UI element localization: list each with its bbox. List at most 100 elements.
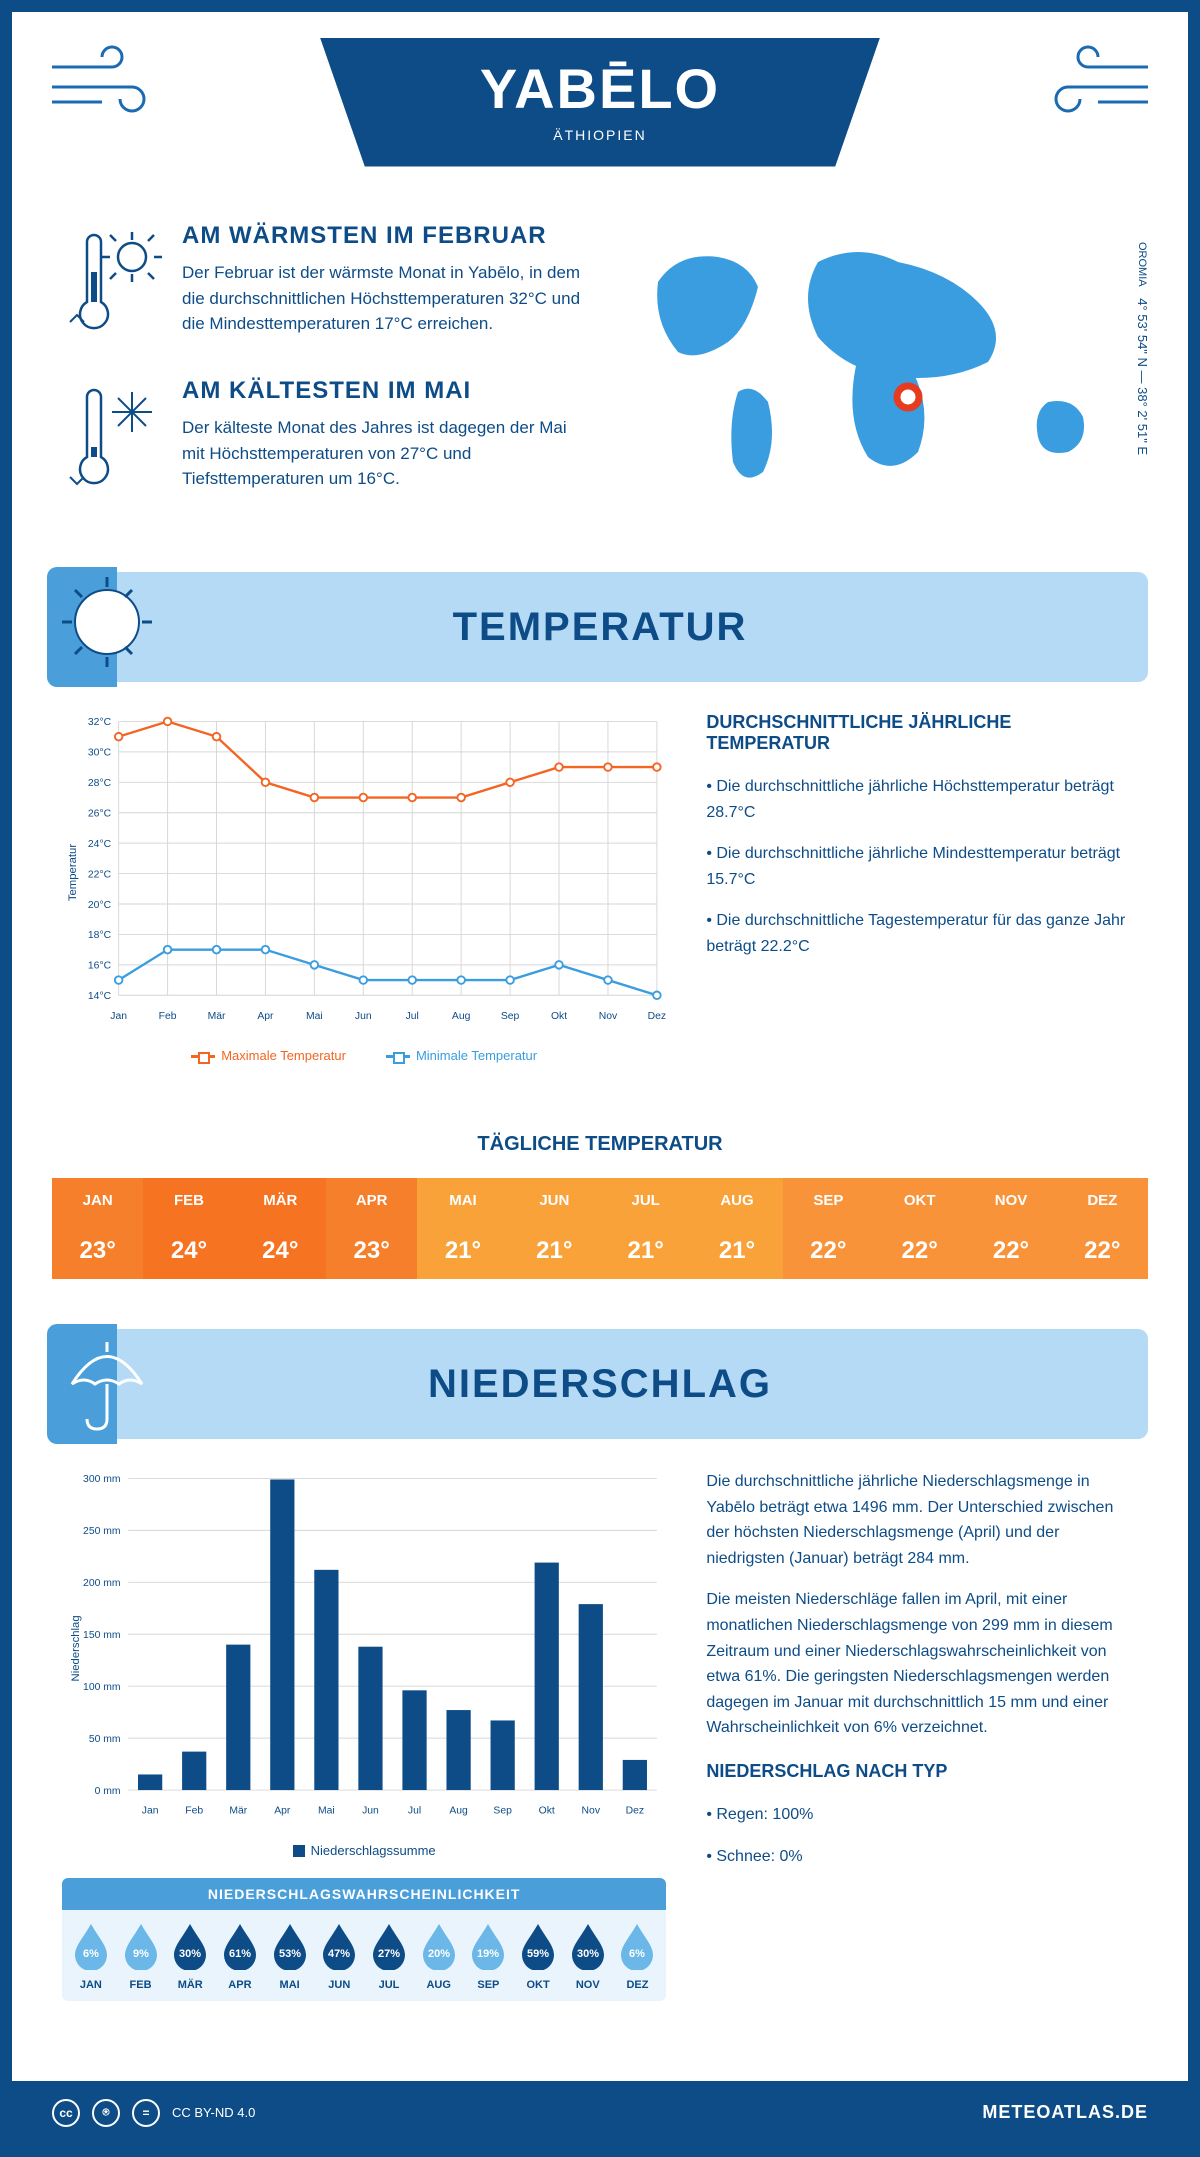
latitude: 4° 53' 54" N: [1135, 298, 1150, 367]
coordinates: OROMIA 4° 53' 54" N — 38° 2' 51" E: [1135, 242, 1150, 455]
precip-drop: 6% JAN: [66, 1920, 116, 1991]
month-header: JUL: [600, 1178, 691, 1223]
svg-text:53%: 53%: [279, 1948, 301, 1960]
svg-text:250 mm: 250 mm: [83, 1526, 120, 1537]
precip-snow: • Schnee: 0%: [706, 1844, 1138, 1870]
svg-text:19%: 19%: [477, 1948, 499, 1960]
month-header: SEP: [783, 1178, 874, 1223]
page-footer: cc ⍟ = CC BY-ND 4.0 METEOATLAS.DE: [12, 2081, 1188, 2145]
daily-temp-table: JANFEBMÄRAPRMAIJUNJULAUGSEPOKTNOVDEZ23°2…: [52, 1176, 1148, 1279]
thermometer-sun-icon: [62, 222, 162, 347]
precip-drop: 6% DEZ: [613, 1920, 663, 1991]
svg-text:Jul: Jul: [406, 1011, 419, 1022]
precipitation-summary: Die durchschnittliche jährliche Niedersc…: [706, 1469, 1138, 2001]
temperature-line-chart: 14°C16°C18°C20°C22°C24°C26°C28°C30°C32°C…: [62, 712, 666, 1033]
svg-text:9%: 9%: [133, 1948, 149, 1960]
precipitation-probability: NIEDERSCHLAGSWAHRSCHEINLICHKEIT 6% JAN 9…: [62, 1878, 666, 2001]
svg-text:16°C: 16°C: [88, 961, 112, 972]
warmest-text: Der Februar ist der wärmste Monat in Yab…: [182, 260, 582, 337]
svg-text:18°C: 18°C: [88, 930, 112, 941]
svg-text:Niederschlag: Niederschlag: [70, 1615, 82, 1681]
license-label: CC BY-ND 4.0: [172, 2105, 255, 2120]
month-value: 22°: [1057, 1223, 1148, 1279]
temperature-banner: TEMPERATUR: [52, 572, 1148, 682]
precip-type-heading: NIEDERSCHLAG NACH TYP: [706, 1761, 1138, 1782]
month-header: AUG: [691, 1178, 782, 1223]
svg-text:Aug: Aug: [449, 1806, 468, 1817]
svg-text:Sep: Sep: [501, 1011, 520, 1022]
svg-text:Feb: Feb: [159, 1011, 177, 1022]
precip-drop: 59% OKT: [513, 1920, 563, 1991]
svg-text:Jun: Jun: [355, 1011, 372, 1022]
sun-icon: [47, 567, 187, 687]
month-value: 22°: [874, 1223, 965, 1279]
by-icon: ⍟: [92, 2099, 120, 2127]
precipitation-bar-chart: 0 mm50 mm100 mm150 mm200 mm250 mm300 mmJ…: [62, 1469, 666, 1828]
precip-drop: 53% MAI: [265, 1920, 315, 1991]
temperature-summary: DURCHSCHNITTLICHE JÄHRLICHE TEMPERATUR •…: [706, 712, 1138, 1063]
precip-drop: 30% NOV: [563, 1920, 613, 1991]
month-header: JUN: [509, 1178, 600, 1223]
svg-text:Jan: Jan: [110, 1011, 127, 1022]
svg-text:200 mm: 200 mm: [83, 1578, 120, 1589]
svg-text:Mai: Mai: [318, 1806, 335, 1817]
svg-text:50 mm: 50 mm: [89, 1734, 121, 1745]
svg-text:Mär: Mär: [208, 1011, 226, 1022]
title-ribbon: YABĒLO ÄTHIOPIEN: [320, 38, 880, 167]
nd-icon: =: [132, 2099, 160, 2127]
precip-drop: 30% MÄR: [165, 1920, 215, 1991]
svg-text:6%: 6%: [630, 1948, 646, 1960]
svg-text:Okt: Okt: [551, 1011, 567, 1022]
svg-text:22°C: 22°C: [88, 869, 112, 880]
brand-label: METEOATLAS.DE: [982, 2102, 1148, 2123]
svg-text:24°C: 24°C: [88, 839, 112, 850]
precip-drop: 9% FEB: [116, 1920, 166, 1991]
svg-text:Apr: Apr: [274, 1806, 291, 1817]
warmest-title: AM WÄRMSTEN IM FEBRUAR: [182, 222, 582, 250]
section-title: TEMPERATUR: [453, 605, 748, 650]
svg-text:6%: 6%: [83, 1948, 99, 1960]
country-name: ÄTHIOPIEN: [400, 127, 800, 143]
temp-chart-legend: Maximale Temperatur Minimale Temperatur: [62, 1048, 666, 1063]
coldest-fact: AM KÄLTESTEN IM MAI Der kälteste Monat d…: [62, 377, 588, 502]
month-value: 21°: [417, 1223, 508, 1279]
precipitation-banner: NIEDERSCHLAG: [52, 1329, 1148, 1439]
city-name: YABĒLO: [400, 56, 800, 121]
month-header: OKT: [874, 1178, 965, 1223]
svg-text:0 mm: 0 mm: [95, 1786, 121, 1797]
svg-text:47%: 47%: [328, 1948, 350, 1960]
world-map: OROMIA 4° 53' 54" N — 38° 2' 51" E: [618, 222, 1138, 532]
svg-text:Dez: Dez: [648, 1011, 666, 1022]
section-title: NIEDERSCHLAG: [428, 1362, 772, 1407]
precip-prob-title: NIEDERSCHLAGSWAHRSCHEINLICHKEIT: [62, 1878, 666, 1910]
svg-text:14°C: 14°C: [88, 991, 112, 1002]
month-value: 23°: [52, 1223, 143, 1279]
svg-text:Jul: Jul: [408, 1806, 421, 1817]
svg-text:100 mm: 100 mm: [83, 1682, 120, 1693]
svg-text:Mai: Mai: [306, 1011, 323, 1022]
month-value: 24°: [235, 1223, 326, 1279]
precip-paragraph: Die durchschnittliche jährliche Niedersc…: [706, 1469, 1138, 1571]
svg-text:30°C: 30°C: [88, 748, 112, 759]
precip-chart-legend: Niederschlagssumme: [62, 1843, 666, 1858]
svg-text:Aug: Aug: [452, 1011, 471, 1022]
precip-drop: 47% JUN: [314, 1920, 364, 1991]
month-header: APR: [326, 1178, 417, 1223]
month-value: 24°: [143, 1223, 234, 1279]
svg-text:Nov: Nov: [582, 1806, 601, 1817]
precip-drop: 20% AUG: [414, 1920, 464, 1991]
wind-icon: [1038, 42, 1158, 122]
svg-text:Mär: Mär: [229, 1806, 247, 1817]
temp-bullet: • Die durchschnittliche jährliche Höchst…: [706, 774, 1138, 825]
svg-text:Sep: Sep: [493, 1806, 512, 1817]
month-value: 22°: [783, 1223, 874, 1279]
svg-text:Temperatur: Temperatur: [67, 844, 79, 902]
svg-text:61%: 61%: [229, 1948, 251, 1960]
precip-drop: 27% JUL: [364, 1920, 414, 1991]
temp-bullet: • Die durchschnittliche Tagestemperatur …: [706, 908, 1138, 959]
warmest-fact: AM WÄRMSTEN IM FEBRUAR Der Februar ist d…: [62, 222, 588, 347]
svg-text:30%: 30%: [577, 1948, 599, 1960]
coldest-title: AM KÄLTESTEN IM MAI: [182, 377, 582, 405]
svg-text:Apr: Apr: [257, 1011, 274, 1022]
svg-text:26°C: 26°C: [88, 808, 112, 819]
